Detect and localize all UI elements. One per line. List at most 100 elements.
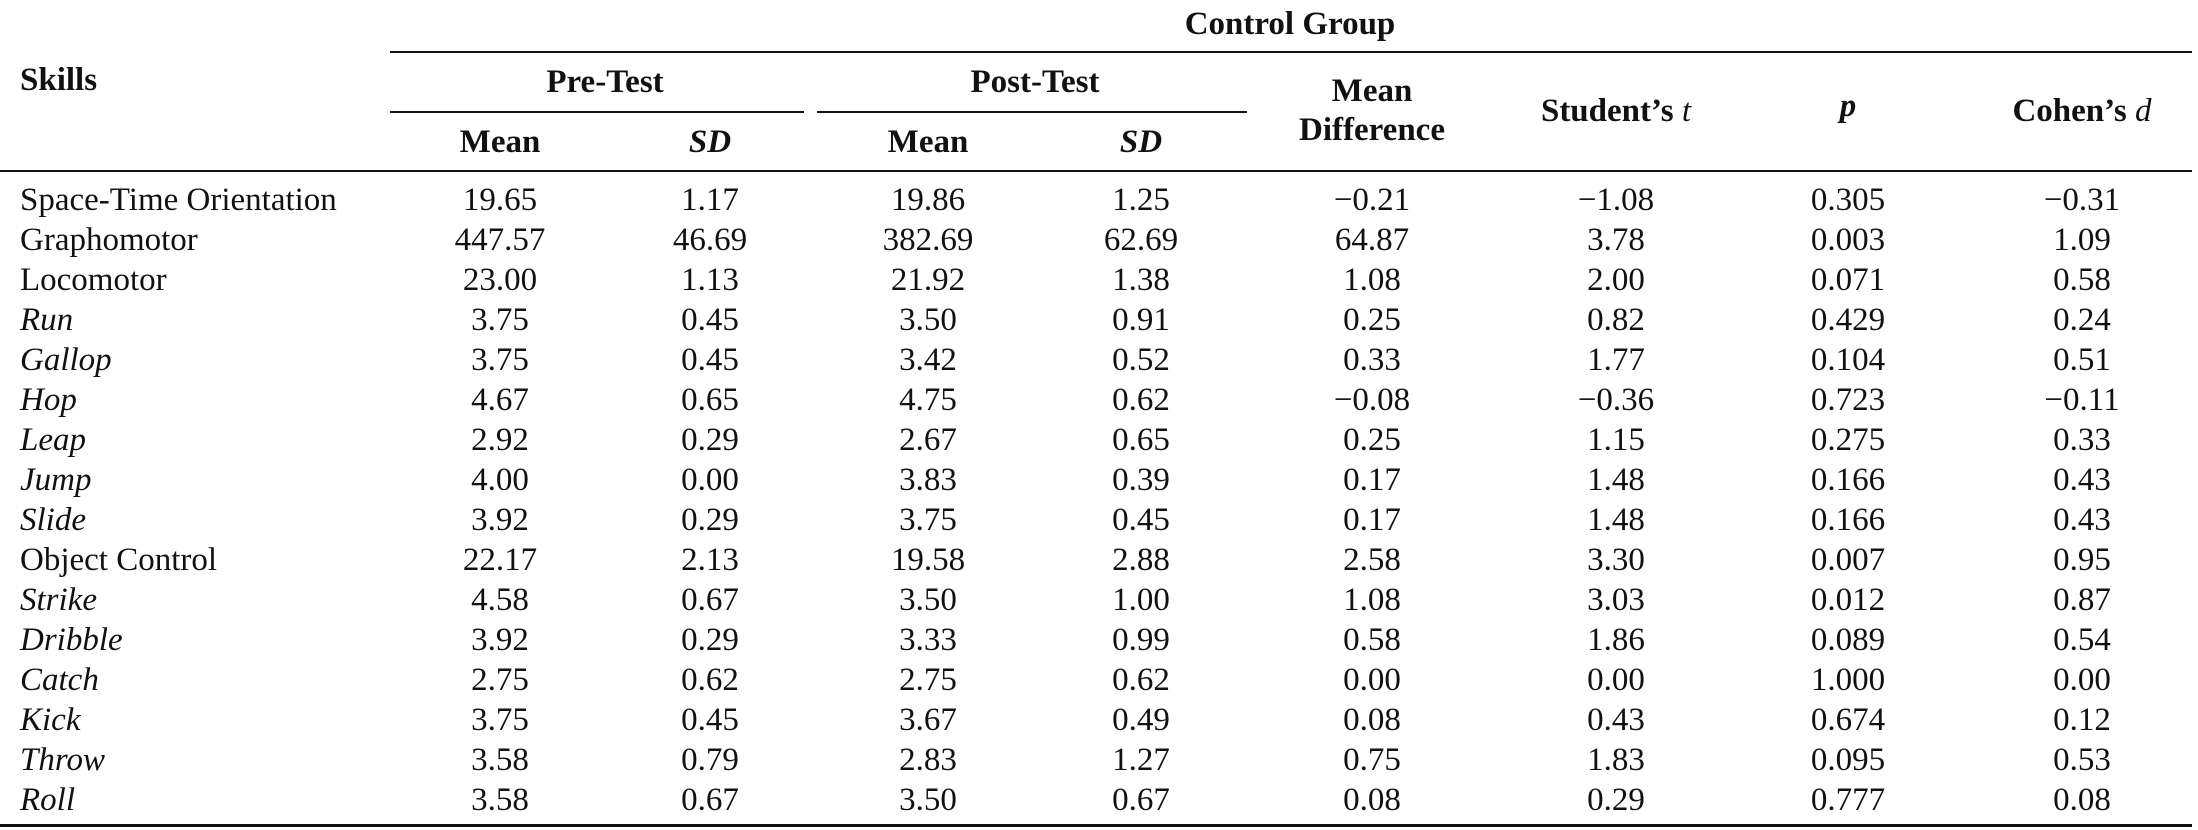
pre-mean-cell: 447.57 xyxy=(454,222,546,258)
skill-name: Locomotor xyxy=(20,262,167,298)
students-t-cell: 1.83 xyxy=(1587,742,1645,778)
p-value-cell: 0.012 xyxy=(1810,582,1886,618)
header-rule-top xyxy=(390,51,2192,53)
post-mean-cell: 3.83 xyxy=(899,462,957,498)
p-value-cell: 0.674 xyxy=(1810,702,1886,738)
skill-name: Slide xyxy=(20,502,86,538)
students-t-cell: −1.08 xyxy=(1577,182,1655,218)
students-t-cell: 1.48 xyxy=(1587,502,1645,538)
cohens-d-cell: 0.53 xyxy=(2053,742,2111,778)
pre-sd-cell: 0.29 xyxy=(681,622,739,658)
cohens-d-cell: 0.12 xyxy=(2053,702,2111,738)
post-sd-cell: 1.38 xyxy=(1112,262,1170,298)
cohens-d-cell: 0.87 xyxy=(2053,582,2111,618)
students-t-cell: 0.43 xyxy=(1587,702,1645,738)
skills-header: Skills xyxy=(20,62,98,98)
post-sd-cell: 1.25 xyxy=(1112,182,1170,218)
post-mean-cell: 3.50 xyxy=(899,302,957,338)
skill-name: Catch xyxy=(20,662,99,698)
skill-name: Kick xyxy=(20,702,81,738)
mean-difference-cell: 0.25 xyxy=(1343,422,1401,458)
p-value-cell: 0.003 xyxy=(1810,222,1886,258)
post-mean-cell: 19.86 xyxy=(890,182,966,218)
students-t-header: Student’s t xyxy=(1541,91,1691,131)
p-value-cell: 0.095 xyxy=(1810,742,1886,778)
pre-mean-cell: 4.00 xyxy=(471,462,529,498)
p-value-cell: 0.429 xyxy=(1810,302,1886,338)
header-rule-bottom xyxy=(0,170,2192,172)
header-rule-post-test xyxy=(817,111,1247,113)
pre-mean-cell: 2.92 xyxy=(471,422,529,458)
p-value-cell: 0.089 xyxy=(1810,622,1886,658)
mean-diff-header-line1: Mean xyxy=(1331,73,1413,109)
students-t-cell: 2.00 xyxy=(1587,262,1645,298)
students-t-cell: 3.30 xyxy=(1587,542,1645,578)
cohens-d-cell: −0.31 xyxy=(2043,182,2121,218)
pre-sd-cell: 0.67 xyxy=(681,582,739,618)
pre-mean-header: Mean xyxy=(459,124,541,160)
pre-sd-cell: 0.29 xyxy=(681,502,739,538)
post-sd-cell: 62.69 xyxy=(1103,222,1179,258)
p-value-cell: 0.723 xyxy=(1810,382,1886,418)
skill-name: Jump xyxy=(20,462,92,498)
p-value-cell: 1.000 xyxy=(1810,662,1886,698)
post-sd-cell: 0.52 xyxy=(1112,342,1170,378)
skill-name: Dribble xyxy=(20,622,123,658)
pre-mean-cell: 3.75 xyxy=(471,702,529,738)
students-t-cell: 3.78 xyxy=(1587,222,1645,258)
pre-mean-cell: 3.75 xyxy=(471,302,529,338)
pre-sd-cell: 0.62 xyxy=(681,662,739,698)
mean-difference-cell: 0.75 xyxy=(1343,742,1401,778)
skill-name: Space-Time Orientation xyxy=(20,182,337,218)
students-t-cell: 0.82 xyxy=(1587,302,1645,338)
mean-difference-cell: 1.08 xyxy=(1343,262,1401,298)
mean-difference-cell: 0.33 xyxy=(1343,342,1401,378)
cohens-d-prefix: Cohen’s xyxy=(2012,93,2136,129)
post-mean-cell: 19.58 xyxy=(890,542,966,578)
pre-mean-cell: 23.00 xyxy=(462,262,538,298)
pre-mean-cell: 19.65 xyxy=(462,182,538,218)
students-t-cell: 1.48 xyxy=(1587,462,1645,498)
pre-sd-cell: 2.13 xyxy=(681,542,739,578)
students-t-cell: 1.86 xyxy=(1587,622,1645,658)
cohens-d-cell: 0.51 xyxy=(2053,342,2111,378)
pre-test-header: Pre-Test xyxy=(546,64,664,100)
pre-sd-header: SD xyxy=(688,124,732,160)
mean-difference-cell: 0.00 xyxy=(1343,662,1401,698)
skill-name: Run xyxy=(20,302,74,338)
post-mean-cell: 3.67 xyxy=(899,702,957,738)
mean-difference-cell: −0.21 xyxy=(1333,182,1411,218)
pre-mean-cell: 3.92 xyxy=(471,502,529,538)
p-value-cell: 0.166 xyxy=(1810,502,1886,538)
post-sd-cell: 0.91 xyxy=(1112,302,1170,338)
post-sd-cell: 0.99 xyxy=(1112,622,1170,658)
post-mean-cell: 4.75 xyxy=(899,382,957,418)
cohens-d-cell: 0.43 xyxy=(2053,502,2111,538)
post-mean-cell: 2.75 xyxy=(899,662,957,698)
p-value-cell: 0.275 xyxy=(1810,422,1886,458)
p-header: p xyxy=(1839,88,1857,124)
cohens-d-cell: 1.09 xyxy=(2053,222,2111,258)
post-sd-cell: 0.45 xyxy=(1112,502,1170,538)
post-sd-cell: 0.67 xyxy=(1112,782,1170,818)
mean-difference-cell: −0.08 xyxy=(1333,382,1411,418)
post-sd-cell: 1.00 xyxy=(1112,582,1170,618)
pre-sd-cell: 0.45 xyxy=(681,342,739,378)
skill-name: Roll xyxy=(20,782,75,818)
pre-mean-cell: 3.58 xyxy=(471,742,529,778)
pre-sd-cell: 1.13 xyxy=(681,262,739,298)
students-t-var: t xyxy=(1681,93,1692,129)
header-rule-pre-test xyxy=(390,111,804,113)
pre-sd-cell: 0.45 xyxy=(681,702,739,738)
pre-mean-cell: 3.92 xyxy=(471,622,529,658)
post-mean-cell: 382.69 xyxy=(882,222,974,258)
p-value-cell: 0.007 xyxy=(1810,542,1886,578)
cohens-d-cell: 0.24 xyxy=(2053,302,2111,338)
p-value-cell: 0.305 xyxy=(1810,182,1886,218)
cohens-d-cell: −0.11 xyxy=(2044,382,2120,418)
p-value-cell: 0.777 xyxy=(1810,782,1886,818)
mean-difference-cell: 64.87 xyxy=(1334,222,1410,258)
skill-name: Leap xyxy=(20,422,86,458)
pre-mean-cell: 3.75 xyxy=(471,342,529,378)
